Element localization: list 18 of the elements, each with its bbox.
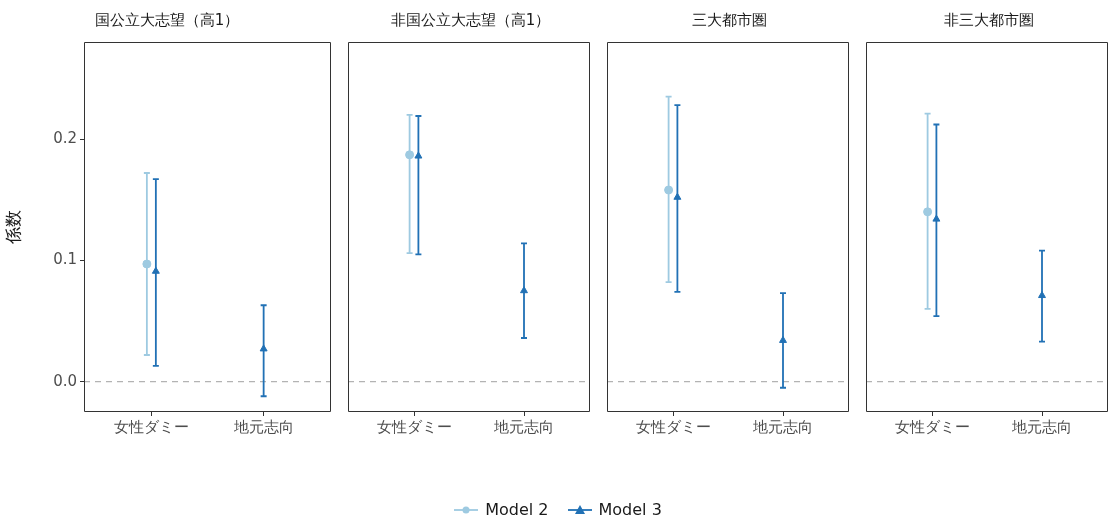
- chart-title: 三大都市圏: [692, 10, 767, 29]
- x-tick-label: 地元志向: [493, 417, 554, 436]
- y-axis-title: 係数: [2, 210, 23, 245]
- x-tick-label: 地元志向: [1011, 417, 1072, 436]
- x-tick-label: 女性ダミー: [635, 417, 711, 436]
- legend-label: Model 3: [598, 500, 662, 519]
- x-tick-label: 地元志向: [232, 417, 294, 436]
- chart-title: 非三大都市圏: [943, 10, 1034, 29]
- chart-title: 国公立大志望（高1）: [94, 10, 240, 29]
- x-tick-label: 地元志向: [752, 417, 813, 436]
- x-tick-label: 女性ダミー: [113, 417, 189, 436]
- legend-label: Model 2: [485, 500, 549, 519]
- x-tick-label: 女性ダミー: [894, 417, 970, 436]
- y-tick-label: 0.0: [53, 371, 77, 390]
- y-tick-label: 0.1: [53, 250, 77, 269]
- x-tick-label: 女性ダミー: [376, 417, 452, 436]
- chart-title: 非国公立大志望（高1）: [390, 10, 551, 29]
- y-tick-label: 0.2: [53, 128, 77, 147]
